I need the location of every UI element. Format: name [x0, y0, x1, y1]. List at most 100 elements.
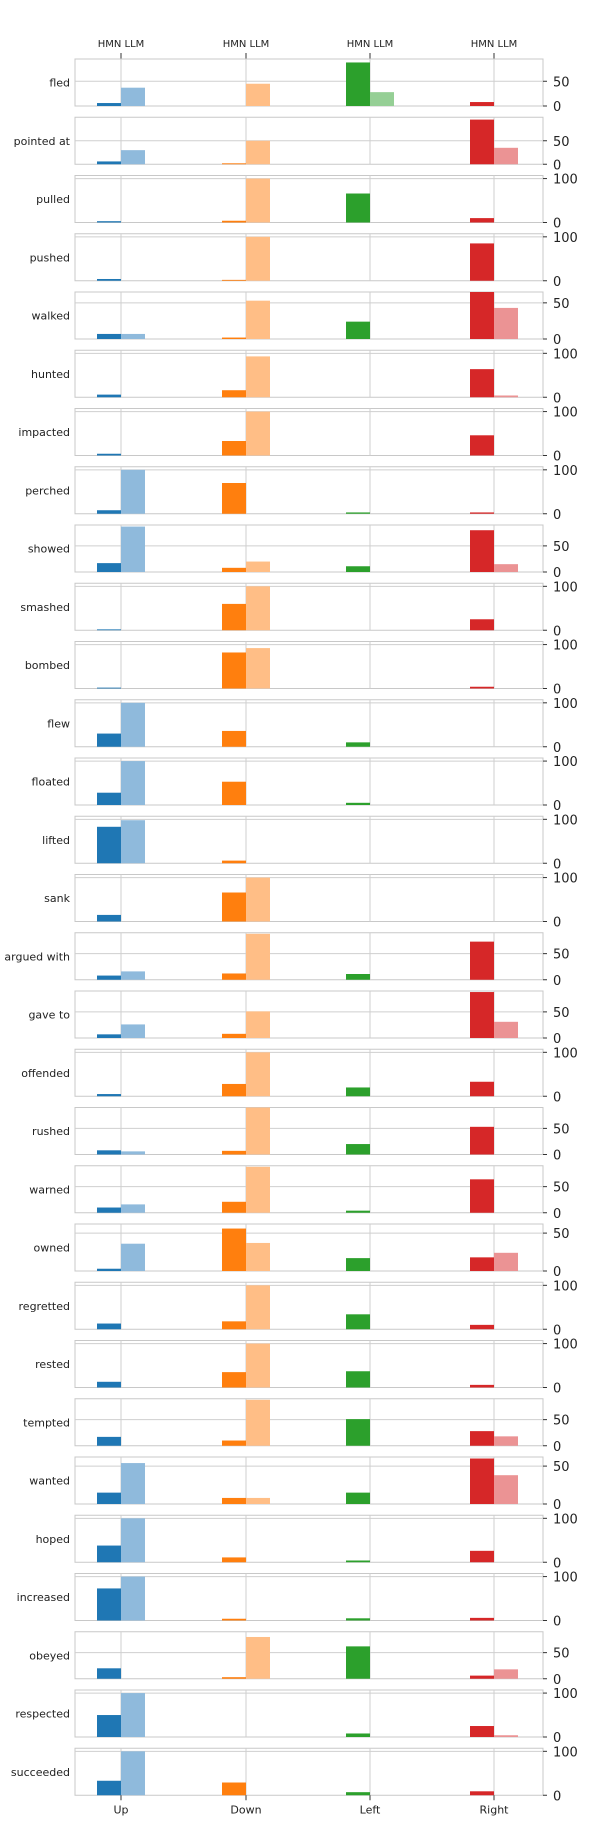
bar-llm-right [494, 395, 518, 398]
panel-frame [74, 291, 544, 340]
y-tick-label: 0 [553, 1556, 561, 1571]
bar-llm-down [246, 1285, 270, 1330]
y-tick-label: 0 [553, 217, 561, 232]
bar-hmn-up [97, 1207, 121, 1213]
y-tick-label: 0 [553, 1731, 561, 1746]
bar-hmn-right [470, 512, 494, 514]
panel-verb-label: pushed [30, 251, 70, 264]
bar-hmn-right [470, 1179, 494, 1213]
bar-hmn-up [97, 1668, 121, 1679]
bar-hmn-up [97, 1780, 121, 1796]
panel-verb-label: impacted [18, 426, 70, 439]
bar-hmn-right [470, 686, 494, 689]
bar-hmn-left [346, 193, 370, 223]
x-tick-label-right: Right [480, 1803, 510, 1816]
panel-frame [74, 815, 544, 864]
bar-hmn-left [346, 1560, 370, 1563]
bar-llm-right [494, 1669, 518, 1679]
bar-llm-down [246, 561, 270, 572]
y-tick-label: 100 [553, 1512, 578, 1527]
panel-frame [74, 1456, 544, 1505]
bar-hmn-down [222, 730, 246, 747]
panel-frame [74, 757, 544, 806]
bar-llm-down [246, 1636, 270, 1679]
bar-hmn-down [222, 1321, 246, 1330]
panel-frame [74, 1223, 544, 1272]
panel-offended: offended 0 100 [21, 1046, 578, 1105]
bar-llm-up [121, 1463, 145, 1504]
panel-pulled: pulled 0 100 [36, 173, 578, 232]
y-tick-label: 100 [553, 755, 578, 770]
bar-hmn-right [470, 1726, 494, 1737]
bar-hmn-up [97, 221, 121, 223]
bar-hmn-right [470, 1384, 494, 1388]
panel-verb-label: perched [25, 484, 70, 497]
bar-llm-right [494, 1475, 518, 1504]
bar-llm-right [494, 1252, 518, 1271]
bar-llm-up [121, 1204, 145, 1213]
bar-hmn-left [346, 1646, 370, 1679]
panel-verb-label: pulled [36, 193, 70, 206]
bar-llm-up [121, 971, 145, 980]
panel-verb-label: respected [15, 1708, 70, 1721]
bar-llm-up [121, 1693, 145, 1737]
bar-llm-down [246, 178, 270, 223]
y-tick-label: 0 [553, 508, 561, 523]
bar-hmn-up [97, 1094, 121, 1097]
bar-hmn-down [222, 860, 246, 864]
bar-hmn-right [470, 435, 494, 456]
panel-walked: walked 0 50 [31, 291, 570, 348]
bar-llm-up [121, 820, 145, 864]
bar-hmn-right [470, 619, 494, 631]
y-tick-label: 100 [553, 347, 578, 362]
bar-hmn-right [470, 530, 494, 572]
bar-hmn-left [346, 1733, 370, 1737]
panel-hoped: hoped 0 100 [36, 1512, 578, 1571]
bar-hmn-right [470, 218, 494, 223]
panel-bombed: bombed 0 100 [25, 639, 578, 698]
bar-llm-down [246, 1011, 270, 1038]
bar-hmn-down [222, 781, 246, 805]
bar-hmn-down [222, 337, 246, 339]
y-tick-label: 50 [553, 948, 570, 963]
bar-llm-down [246, 411, 270, 456]
bar-llm-down [246, 1052, 270, 1097]
bar-hmn-left [346, 974, 370, 980]
bar-hmn-up [97, 278, 121, 281]
y-tick-label: 100 [553, 231, 578, 246]
top-label-up: HMN LLM [98, 39, 145, 50]
bar-llm-right [494, 307, 518, 339]
y-tick-label: 0 [553, 1207, 561, 1222]
panel-succeeded: succeeded 0 100 [11, 1745, 578, 1804]
panel-verb-label: flew [47, 717, 70, 730]
panel-frame [74, 466, 544, 515]
bar-hmn-up [97, 453, 121, 456]
panel-verb-label: obeyed [29, 1649, 70, 1662]
bar-hmn-up [97, 394, 121, 398]
y-tick-label: 50 [553, 135, 570, 150]
bar-llm-down [246, 1497, 270, 1504]
panel-verb-label: pointed at [14, 135, 71, 148]
bar-llm-up [121, 761, 145, 805]
y-tick-label: 0 [553, 391, 561, 406]
bar-hmn-up [97, 1715, 121, 1737]
panel-frame [74, 641, 544, 689]
bar-hmn-up [97, 1034, 121, 1038]
bar-hmn-right [470, 1431, 494, 1446]
panel-wanted: wanted 0 50 [29, 1456, 570, 1513]
bar-hmn-down [222, 1228, 246, 1271]
y-tick-label: 50 [553, 1460, 570, 1475]
bar-hmn-right [470, 1324, 494, 1330]
bar-llm-down [246, 1343, 270, 1388]
bar-hmn-right [470, 1126, 494, 1155]
bar-llm-up [121, 1151, 145, 1155]
panel-frame [74, 1573, 544, 1621]
bar-hmn-down [222, 652, 246, 689]
bar-llm-down [246, 877, 270, 922]
panel-rushed: rushed 0 50 [32, 1107, 570, 1164]
y-tick-label: 50 [553, 1227, 570, 1242]
bar-hmn-down [222, 1083, 246, 1097]
bar-hmn-right [470, 1550, 494, 1563]
panel-verb-label: bombed [25, 659, 70, 672]
bar-llm-right [494, 1436, 518, 1446]
